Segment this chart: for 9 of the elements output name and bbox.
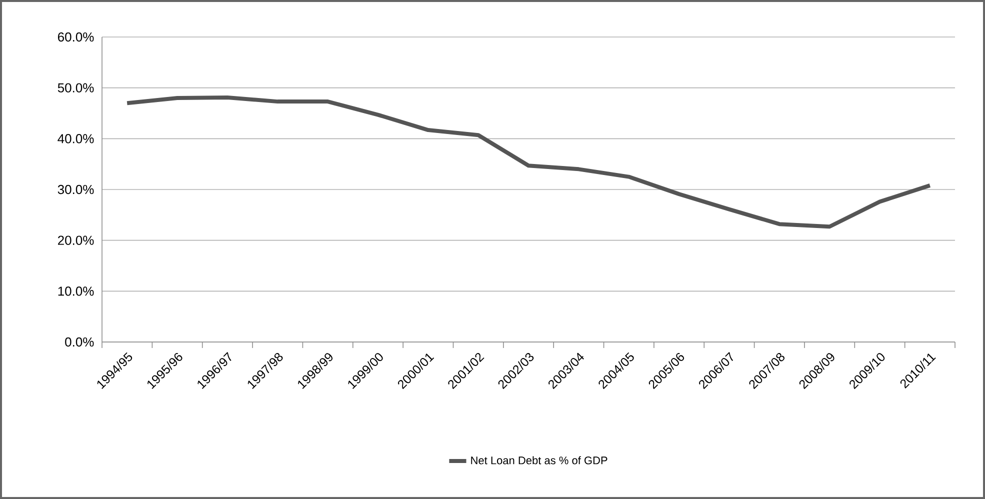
y-tick-label: 50.0% (58, 83, 94, 92)
y-tick-label: 40.0% (58, 134, 94, 144)
y-tick-label: 20.0% (58, 236, 94, 245)
legend-label: Net Loan Debt as % of GDP (471, 456, 608, 464)
y-tick-label: 10.0% (58, 286, 94, 296)
line-series (125, 95, 932, 229)
y-tick-label: 60.0% (58, 32, 94, 42)
y-tick-label: 30.0% (58, 184, 94, 194)
y-tick-label: 0.0% (65, 337, 94, 347)
